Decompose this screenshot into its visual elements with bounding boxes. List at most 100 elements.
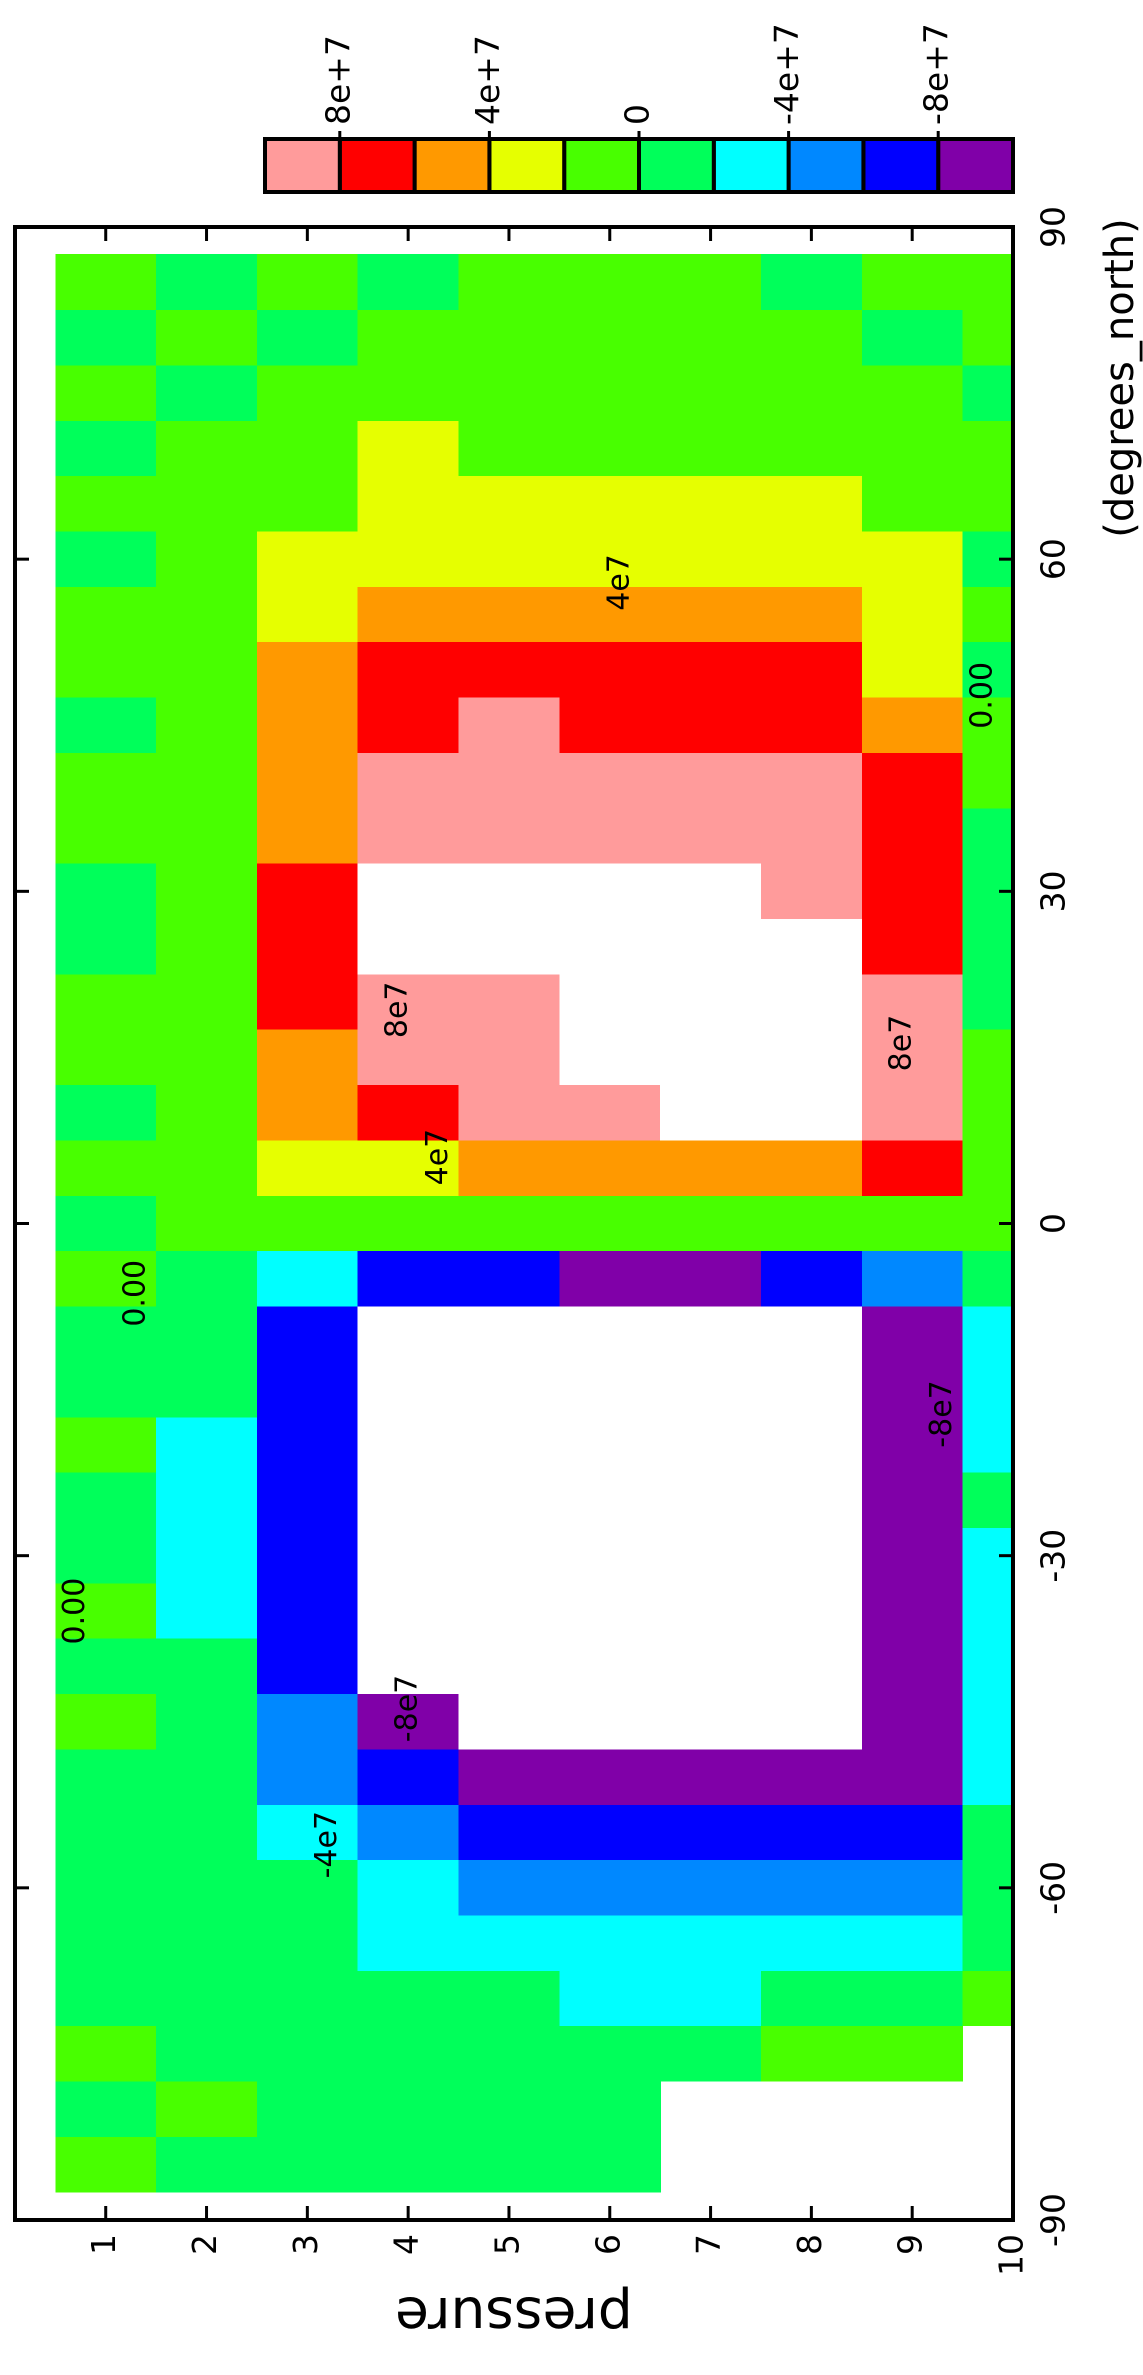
x-tick-label: -60 [1034, 1861, 1073, 1915]
field-cell [660, 254, 762, 311]
field-cell [458, 1084, 560, 1141]
field-cell [156, 1416, 258, 1473]
field-cell [660, 973, 762, 1030]
field-cell [861, 1859, 964, 1916]
field-cell [256, 2025, 359, 2082]
field-cell [256, 586, 359, 643]
field-cell [256, 309, 359, 366]
field-cell [660, 2025, 762, 2082]
field-cell [156, 1250, 258, 1307]
field-cell [861, 807, 964, 864]
field-cell [660, 420, 762, 477]
contour-label: 8e7 [884, 1015, 919, 1072]
field-cell [458, 2025, 560, 2082]
y-tick-label: 5 [487, 2234, 526, 2255]
field-cell [861, 1582, 964, 1639]
field-cell [760, 863, 863, 920]
field-cell [458, 1804, 560, 1861]
contour-label: 4e7 [601, 554, 636, 611]
field-cell [559, 1804, 661, 1861]
field-cell [962, 1638, 1014, 1695]
colorbar-tick-label: 4e+7 [468, 35, 507, 125]
field-cell [357, 696, 460, 753]
field-cell [559, 1416, 661, 1473]
field-cell [156, 973, 258, 1030]
field-cell [458, 1638, 560, 1695]
field-cell [760, 1250, 863, 1307]
field-cell [156, 641, 258, 698]
colorbar-tick-label: -8e+7 [917, 23, 956, 125]
field-cell [458, 918, 560, 975]
field-cell [962, 530, 1014, 587]
field-cell [256, 1914, 359, 1971]
field-cell [962, 696, 1014, 753]
field-cell [861, 1804, 964, 1861]
field-cell [861, 420, 964, 477]
field-cell [458, 1527, 560, 1584]
field-cell [156, 752, 258, 809]
field-cell [357, 1361, 460, 1418]
field-cell [256, 2136, 359, 2193]
field-cell [458, 863, 560, 920]
y-tick-label: 4 [387, 2234, 426, 2255]
field-cell [559, 863, 661, 920]
field-cell [760, 1305, 863, 1362]
field-cell [660, 364, 762, 421]
field-cell [760, 1139, 863, 1196]
field-cell [962, 1914, 1014, 1971]
field-cell [458, 1582, 560, 1639]
field-cell [559, 1029, 661, 1086]
field-cell [156, 1139, 258, 1196]
field-cell [660, 1859, 762, 1916]
field-cell [559, 2025, 661, 2082]
field-cell [861, 1527, 964, 1584]
field-cell [962, 475, 1014, 532]
field-cell [559, 420, 661, 477]
field-cell [760, 807, 863, 864]
colorbar-segment [936, 137, 1016, 194]
field-cell [962, 1472, 1014, 1528]
field-cell [256, 254, 359, 311]
colorbar-tick-label: 8e+7 [318, 35, 357, 125]
field-cell [55, 364, 157, 421]
y-axis-title: pressure [395, 2285, 633, 2349]
x-tick-label: 30 [1034, 870, 1073, 912]
field-cell [357, 1527, 460, 1584]
field-cell [962, 863, 1014, 920]
field-cell [55, 1914, 157, 1971]
field-cell [962, 254, 1014, 311]
field-cell [760, 696, 863, 753]
field-cell [156, 1859, 258, 1916]
field-cell [559, 696, 661, 753]
field-cell [256, 1250, 359, 1307]
field-cell [55, 641, 157, 698]
field-cell [861, 973, 964, 1030]
field-cell [55, 1029, 157, 1086]
x-tick-label: 0 [1034, 1213, 1073, 1234]
rotated-plot: pressure (degrees_north) 4e7 8e7 4e7 8e7 0.0… [13, 23, 1143, 2349]
field-cell [861, 1195, 964, 1252]
field-cell [458, 1195, 560, 1252]
field-cell [660, 1195, 762, 1252]
field-cell [861, 1361, 964, 1418]
field-cell [861, 1139, 964, 1196]
field-cell [458, 1139, 560, 1196]
colorbar-segment [637, 137, 716, 194]
field-cell [458, 641, 560, 698]
field-cell [55, 1416, 157, 1473]
field-cell [660, 1970, 762, 2027]
field-cell [559, 475, 661, 532]
field-cell [660, 1804, 762, 1861]
y-tick-label: 8 [790, 2234, 829, 2255]
field-cell [256, 2080, 359, 2137]
field-cell [156, 2025, 258, 2082]
contour-label: -8e7 [390, 1675, 425, 1742]
field-cell [357, 1084, 460, 1141]
field-cell [559, 1748, 661, 1805]
field-cell [256, 752, 359, 809]
field-cell [559, 1638, 661, 1695]
field-cell [55, 1472, 157, 1528]
field-cell [458, 1250, 560, 1307]
field-cell [256, 863, 359, 920]
field-cell [156, 530, 258, 587]
